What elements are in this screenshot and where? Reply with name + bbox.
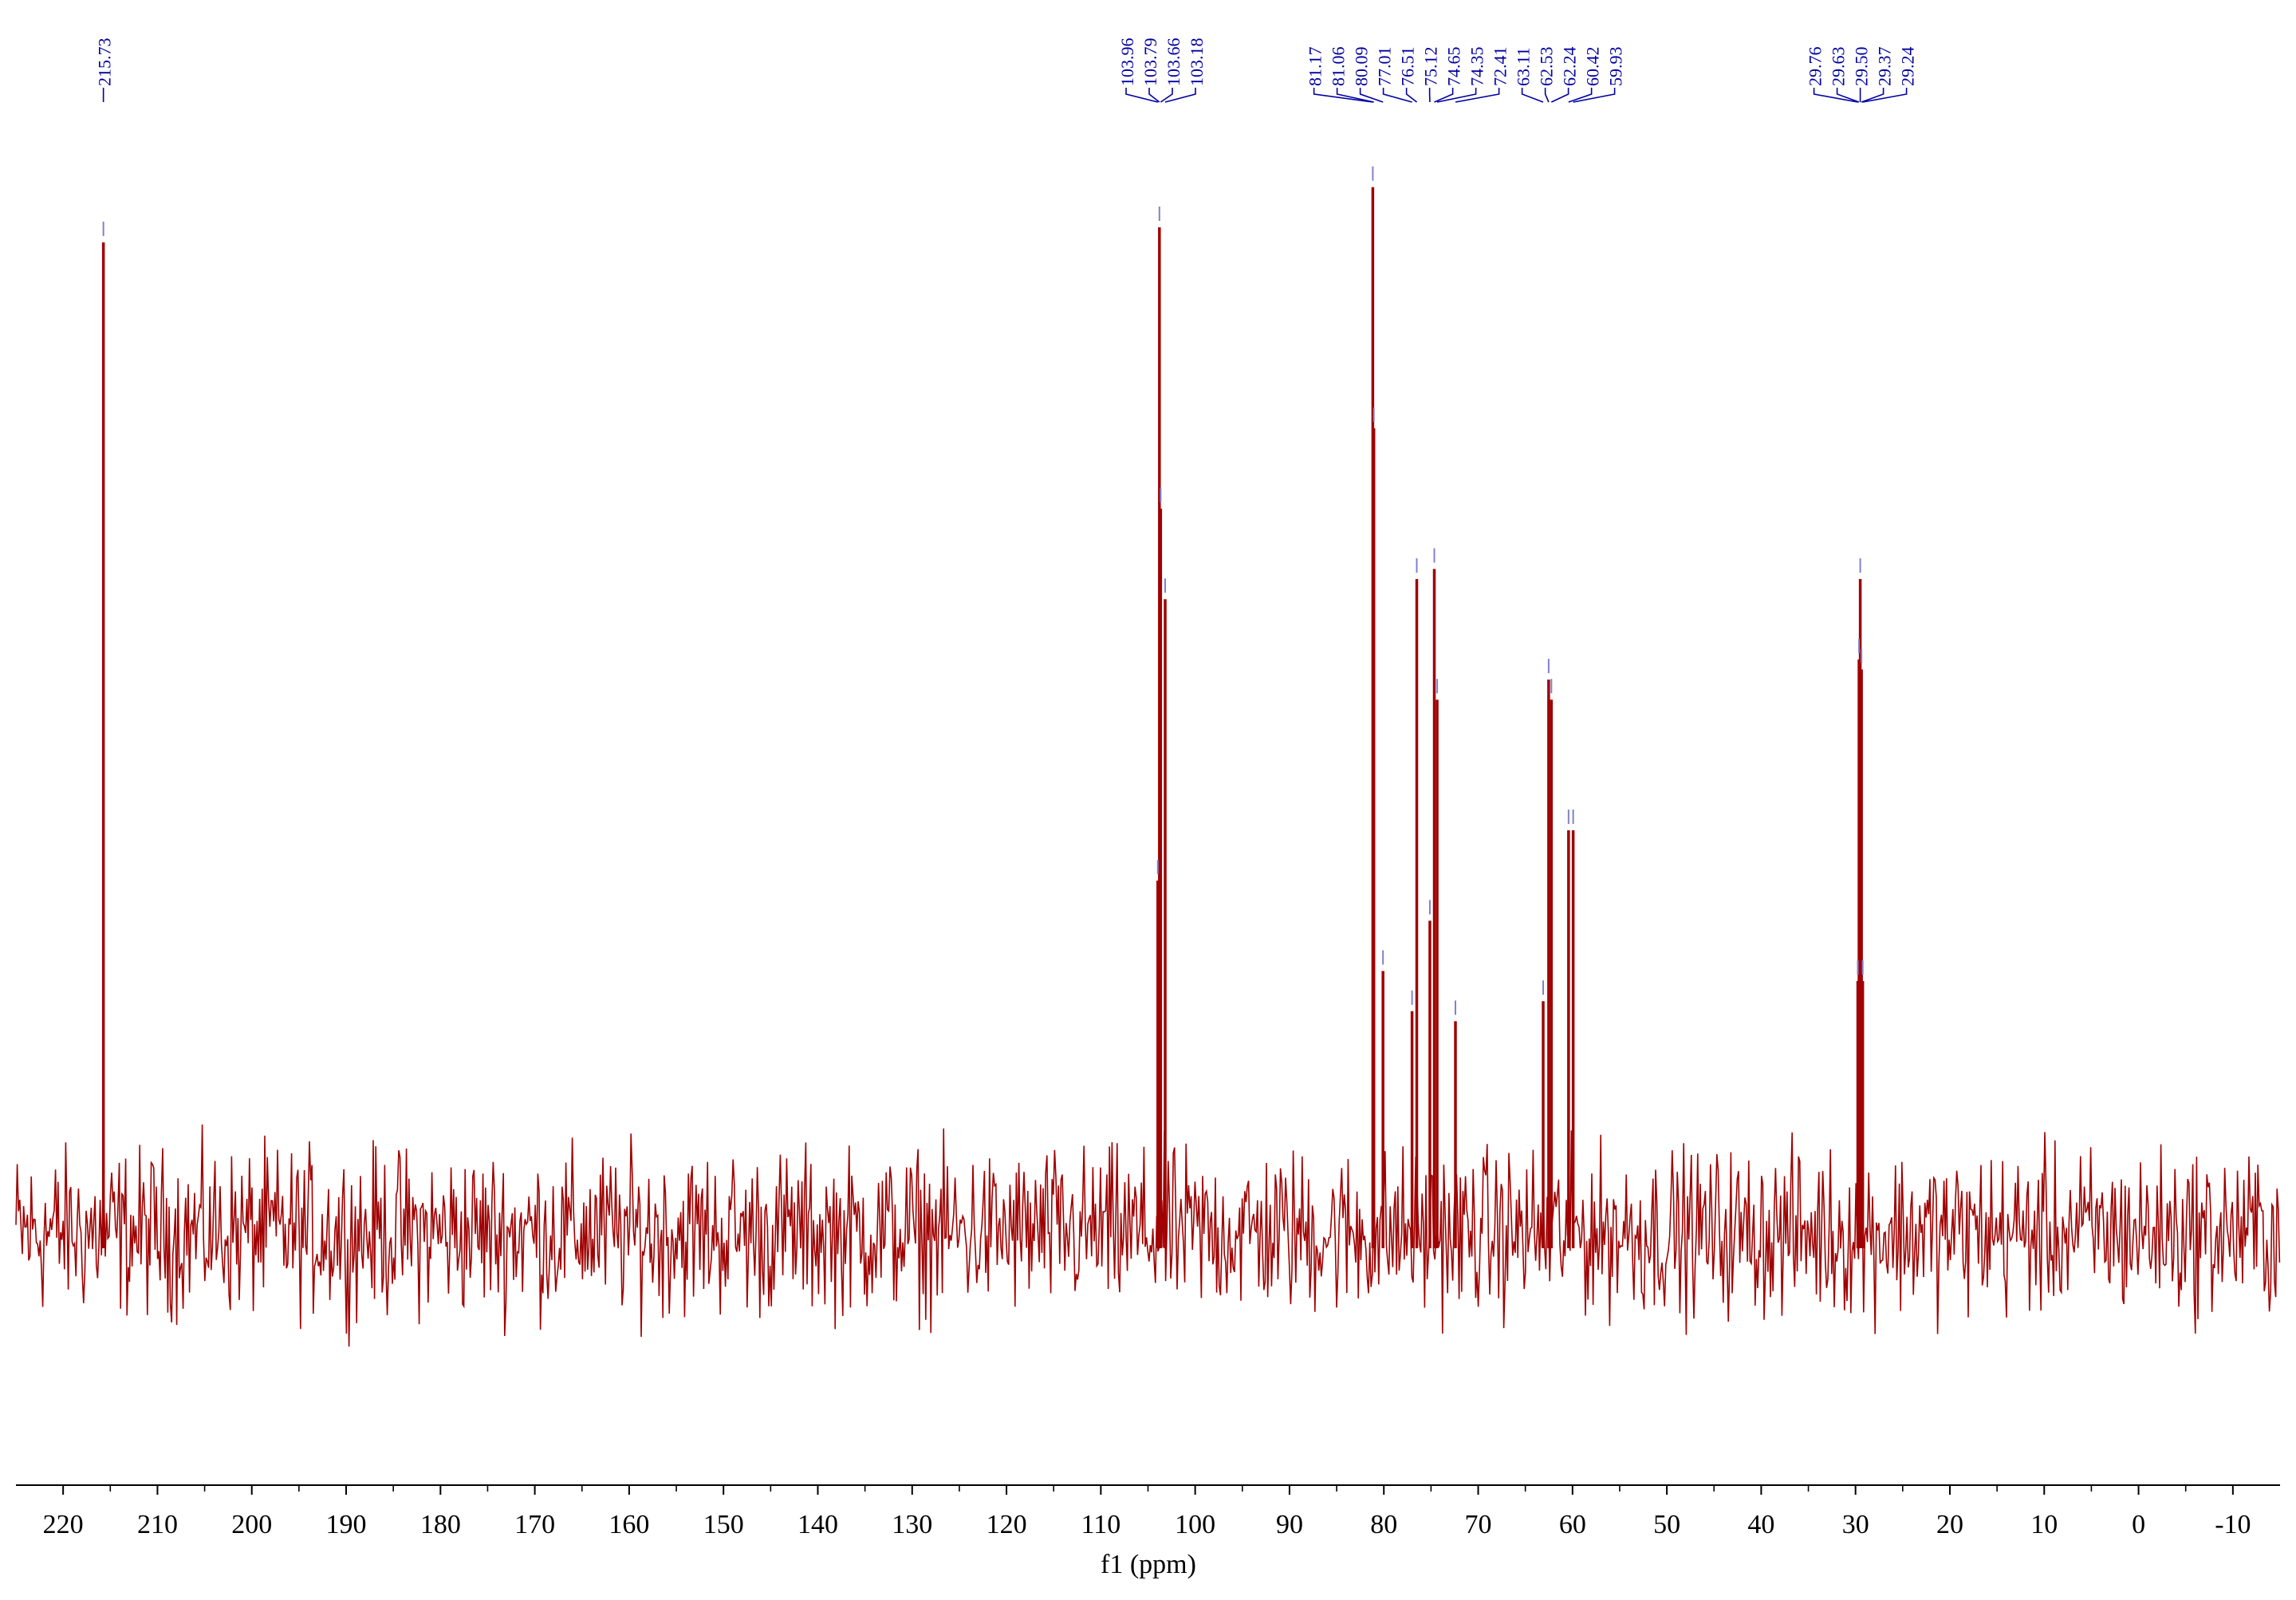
peak-label-29.50: 29.50: [1852, 47, 1872, 87]
x-tick-label: 10: [2030, 1510, 2058, 1539]
x-tick-label: 220: [43, 1510, 84, 1539]
x-tick-label: 100: [1175, 1510, 1215, 1539]
peak-label-215.73: 215.73: [95, 38, 115, 87]
x-tick-label: 90: [1276, 1510, 1303, 1539]
peak-leader-103.18: [1165, 88, 1195, 102]
x-tick-label: 170: [514, 1510, 555, 1539]
peak-label-60.42: 60.42: [1583, 46, 1603, 86]
x-tick-label: 210: [137, 1510, 178, 1539]
peak-label-group-0: 215.73: [95, 38, 115, 103]
baseline-noise-trace: [16, 1125, 2279, 1347]
peak-label-76.51: 76.51: [1398, 47, 1418, 87]
peak-label-29.37: 29.37: [1875, 47, 1895, 87]
peak-label-29.24: 29.24: [1898, 47, 1918, 87]
x-axis-label: f1 (ppm): [1101, 1550, 1196, 1579]
x-tick-label: 70: [1465, 1510, 1492, 1539]
x-tick-label: 20: [1936, 1510, 1963, 1539]
peak-leader-62.24: [1551, 88, 1568, 102]
peak-label-103.79: 103.79: [1140, 38, 1160, 87]
peak-leader-103.66: [1160, 88, 1172, 102]
peak-label-29.76: 29.76: [1806, 47, 1825, 87]
peak-label-80.09: 80.09: [1352, 47, 1372, 87]
peak-leader-76.51: [1407, 88, 1417, 102]
x-tick-label: 50: [1653, 1510, 1680, 1539]
peak-markers: [104, 167, 1863, 1015]
x-tick-label: -10: [2215, 1510, 2251, 1539]
x-tick-label: 60: [1559, 1510, 1586, 1539]
x-tick-label: 40: [1747, 1510, 1774, 1539]
x-tick-label: 140: [797, 1510, 838, 1539]
peak-label-103.66: 103.66: [1164, 38, 1183, 87]
x-tick-label: 180: [420, 1510, 461, 1539]
x-tick-label: 160: [608, 1510, 649, 1539]
peak-label-103.18: 103.18: [1187, 38, 1207, 87]
peak-label-74.35: 74.35: [1467, 47, 1487, 87]
peak-label-103.96: 103.96: [1117, 38, 1137, 87]
peak-label-77.01: 77.01: [1375, 47, 1395, 87]
peak-leader-63.11: [1522, 88, 1543, 102]
x-tick-label: 110: [1081, 1510, 1120, 1539]
peak-label-75.12: 75.12: [1421, 47, 1441, 87]
peak-label-29.63: 29.63: [1829, 47, 1849, 87]
spectrum-baseline-noise: [16, 1125, 2279, 1347]
peak-label-59.93: 59.93: [1606, 46, 1626, 86]
peak-label-72.41: 72.41: [1491, 47, 1510, 87]
x-tick-label: 30: [1842, 1510, 1869, 1539]
peak-label-62.24: 62.24: [1560, 47, 1580, 87]
x-tick-label: 190: [326, 1510, 367, 1539]
peak-label-81.06: 81.06: [1329, 47, 1349, 87]
peak-leader-29.24: [1863, 88, 1907, 102]
x-tick-label: 150: [703, 1510, 744, 1539]
x-tick-label: 80: [1370, 1510, 1397, 1539]
peak-leader-60.42: [1569, 88, 1592, 102]
peak-label-63.11: 63.11: [1514, 47, 1534, 86]
peak-leader-62.53: [1546, 88, 1549, 102]
peak-label-62.53: 62.53: [1537, 47, 1557, 87]
x-tick-label: 0: [2132, 1510, 2145, 1539]
peak-label-81.17: 81.17: [1306, 47, 1325, 87]
peak-leader-72.41: [1455, 88, 1499, 102]
peak-leader-103.96: [1126, 88, 1158, 102]
peak-label-74.65: 74.65: [1444, 47, 1464, 87]
peak-leader-29.76: [1814, 88, 1858, 102]
peak-leader-59.93: [1573, 88, 1615, 102]
x-tick-label: 130: [892, 1510, 932, 1539]
x-tick-label: 200: [231, 1510, 272, 1539]
x-tick-label: 120: [987, 1510, 1027, 1539]
spectrum-peaks: [104, 187, 1863, 1248]
